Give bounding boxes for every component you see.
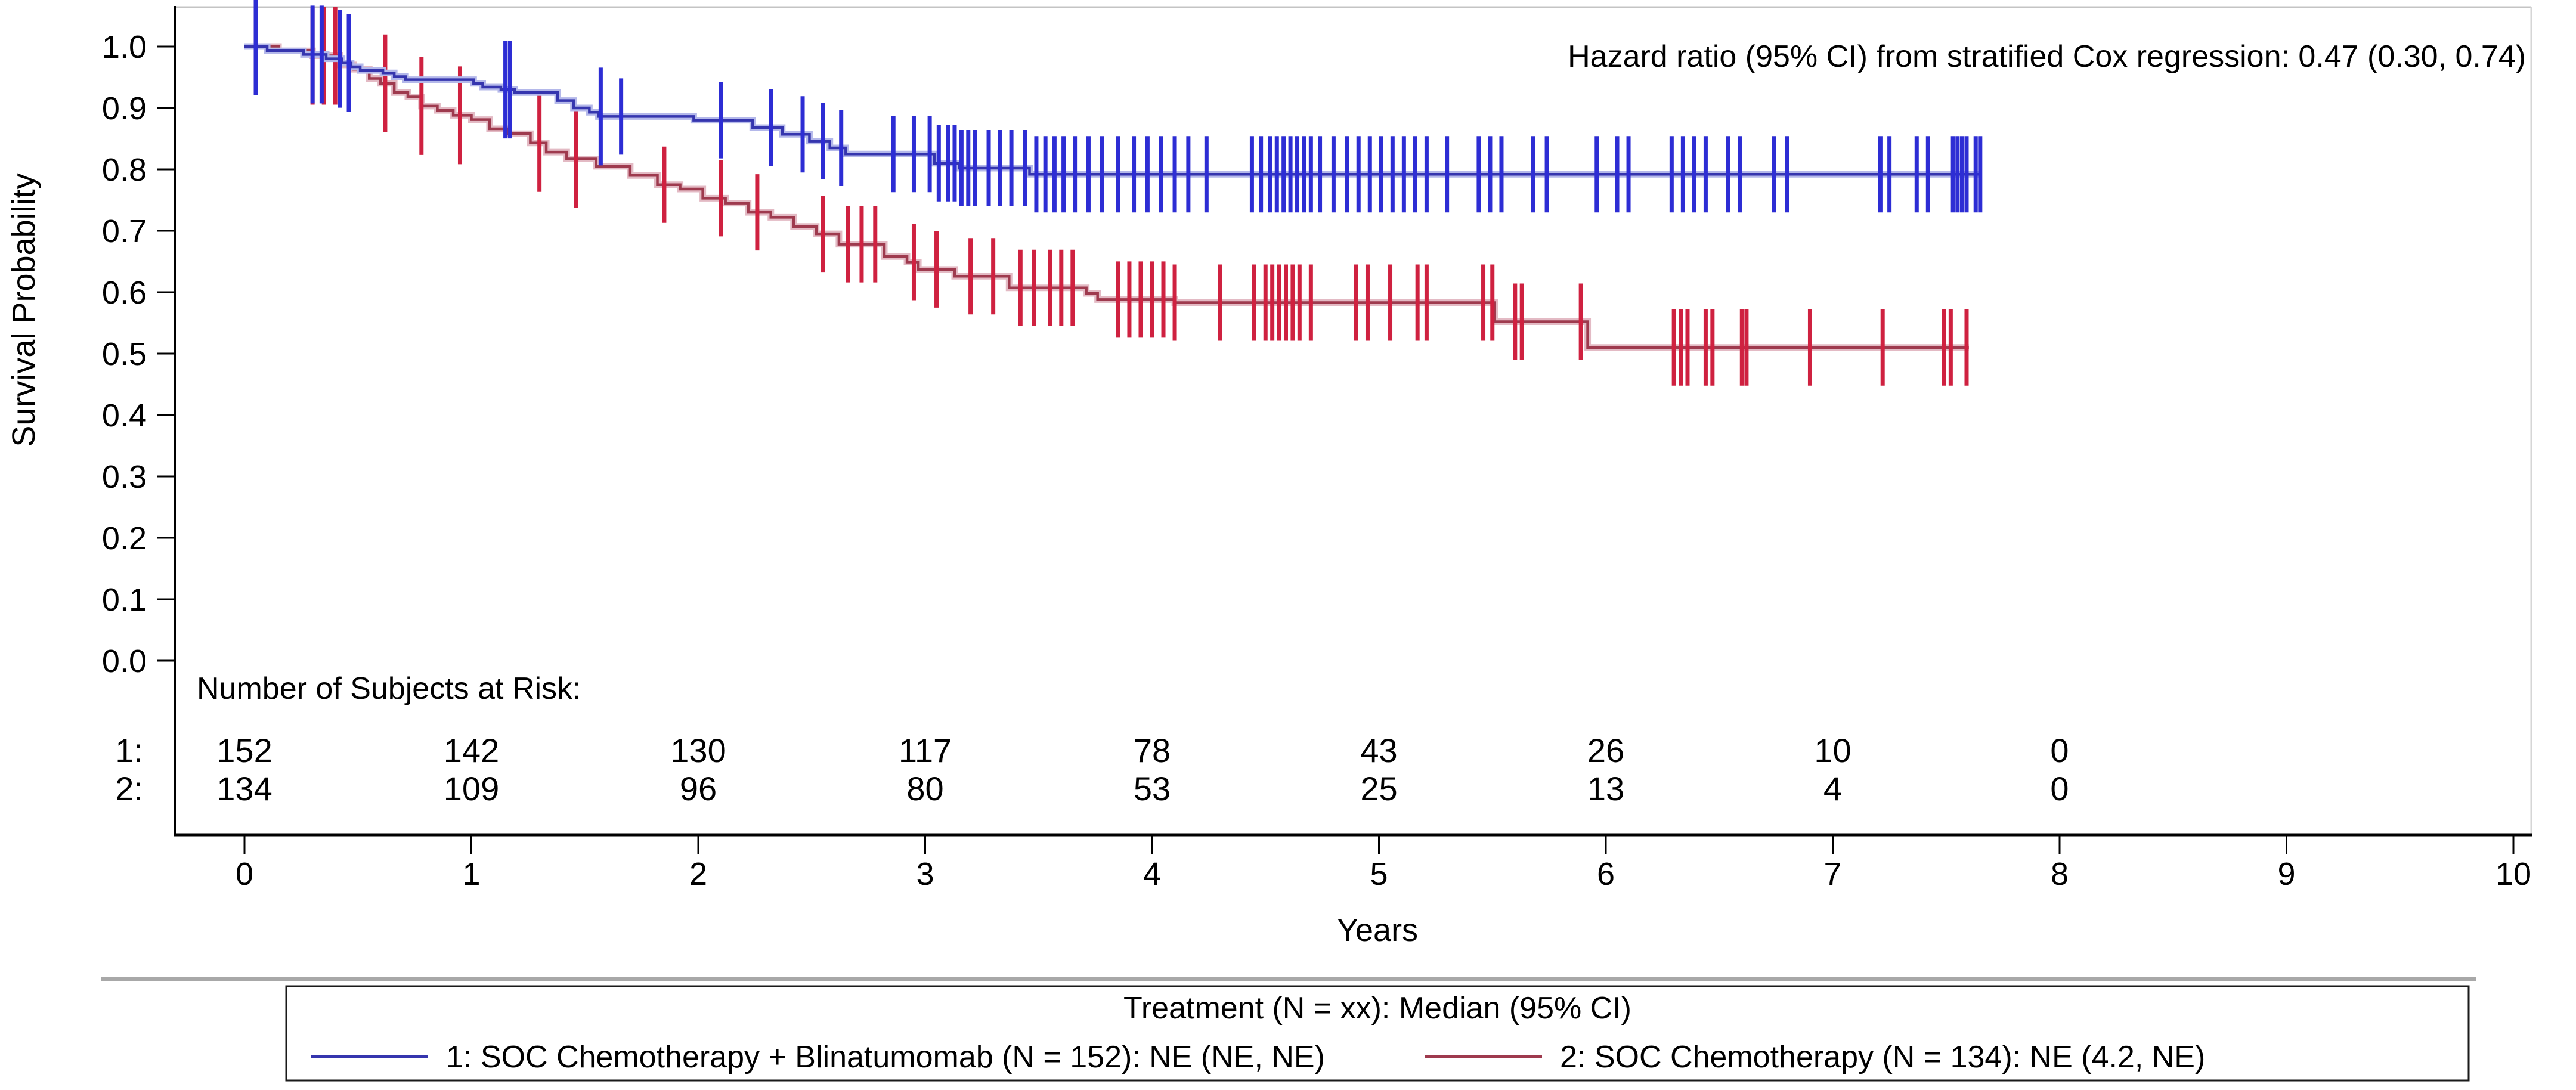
plot-wall	[175, 6, 2532, 835]
risk-count: 152	[216, 732, 272, 769]
risk-count: 80	[906, 770, 943, 807]
y-axis-ticks: 0.0 0.1 0.2 0.3 0.4 0.5 0.6 0.7 0.8 0.9 1.0	[102, 29, 174, 679]
risk-count: 26	[1587, 732, 1624, 769]
survival-curves	[244, 0, 1983, 386]
risk-count: 10	[1814, 732, 1851, 769]
y-tick-label: 0.3	[102, 459, 147, 495]
risk-count: 117	[899, 732, 952, 769]
y-tick-label: 0.0	[102, 643, 147, 679]
y-tick-label: 0.8	[102, 152, 147, 188]
y-tick-label: 0.7	[102, 213, 147, 249]
risk-count: 0	[2050, 732, 2069, 769]
x-tick-label: 7	[1823, 856, 1841, 892]
y-tick-label: 0.5	[102, 336, 147, 372]
legend-item-arm1: 1: SOC Chemotherapy + Blinatumomab (N = …	[446, 1040, 1325, 1074]
x-tick-label: 5	[1370, 856, 1388, 892]
risk-count: 96	[680, 770, 717, 807]
x-tick-label: 2	[689, 856, 707, 892]
y-tick-label: 0.4	[102, 398, 147, 433]
risk-count: 4	[1823, 770, 1842, 807]
risk-count: 25	[1360, 770, 1397, 807]
risk-table-header: Number of Subjects at Risk:	[197, 671, 581, 706]
risk-count: 109	[444, 770, 499, 807]
axes	[174, 6, 2532, 837]
y-axis-title: Survival Probability	[6, 173, 42, 447]
risk-count: 142	[444, 732, 499, 769]
y-tick-label: 0.2	[102, 521, 147, 556]
risk-count: 43	[1360, 732, 1397, 769]
x-tick-label: 0	[236, 856, 253, 892]
legend-box	[285, 985, 2470, 1082]
risk-count: 134	[216, 770, 272, 807]
legend: Treatment (N = xx): Median (95% CI) 1: S…	[101, 977, 2476, 1082]
risk-count: 130	[670, 732, 726, 769]
risk-count: 13	[1587, 770, 1624, 807]
x-tick-label: 1	[462, 856, 480, 892]
x-tick-label: 9	[2277, 856, 2295, 892]
risk-row-label: 1:	[115, 732, 143, 769]
x-tick-label: 8	[2051, 856, 2069, 892]
legend-item-arm2: 2: SOC Chemotherapy (N = 134): NE (4.2, …	[1560, 1040, 2205, 1074]
risk-count: 0	[2050, 770, 2069, 807]
risk-count: 53	[1134, 770, 1171, 807]
x-tick-label: 10	[2496, 856, 2531, 892]
risk-count: 78	[1134, 732, 1171, 769]
risk-table-numbers: 1: 152 142 130 117 78 43 26 10 02: 134 109 96 80 53 25 1…	[115, 732, 2069, 807]
x-tick-label: 3	[916, 856, 934, 892]
y-tick-label: 0.9	[102, 91, 147, 126]
x-axis-ticks: 0 1 2 3 4 5 6 7 8 9 10	[236, 835, 2531, 892]
legend-title: Treatment (N = xx): Median (95% CI)	[1123, 991, 1631, 1026]
y-tick-label: 0.1	[102, 582, 147, 618]
risk-row-label: 2:	[115, 770, 143, 807]
x-axis-title: Years	[1337, 912, 1418, 948]
x-tick-label: 4	[1143, 856, 1161, 892]
y-tick-label: 1.0	[102, 29, 147, 65]
x-tick-label: 6	[1597, 856, 1615, 892]
y-tick-label: 0.6	[102, 275, 147, 311]
km-step-line	[244, 45, 1969, 349]
hazard-ratio-note: Hazard ratio (95% CI) from stratified Co…	[1568, 39, 2526, 74]
